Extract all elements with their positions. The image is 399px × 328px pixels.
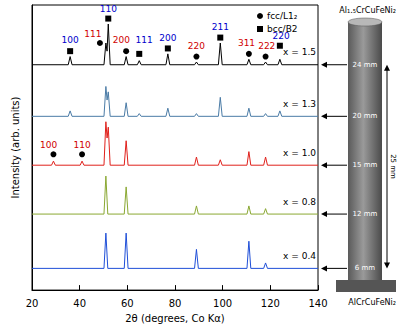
svg-text:200: 200 [113,35,130,45]
svg-text:2θ (degrees, Co Kα): 2θ (degrees, Co Kα) [125,313,225,324]
svg-text:20 mm: 20 mm [353,112,378,120]
svg-text:120: 120 [261,298,280,309]
svg-text:Al₁.₅CrCuFeNi₂: Al₁.₅CrCuFeNi₂ [339,6,396,15]
svg-text:100: 100 [213,298,232,309]
svg-text:110: 110 [73,140,90,150]
svg-text:60: 60 [121,298,134,309]
svg-text:40: 40 [73,298,86,309]
svg-text:200: 200 [159,33,176,43]
svg-text:x = 1.3: x = 1.3 [283,99,316,109]
svg-text:x = 0.4: x = 0.4 [283,251,316,261]
svg-text:222: 222 [258,41,275,51]
svg-text:100: 100 [40,140,57,150]
svg-text:12 mm: 12 mm [353,210,378,218]
svg-text:100: 100 [62,35,79,45]
svg-text:111: 111 [84,29,101,39]
svg-text:x = 0.8: x = 0.8 [283,197,316,207]
svg-text:x = 1.0: x = 1.0 [283,148,316,158]
svg-text:15 mm: 15 mm [353,161,378,169]
svg-text:311: 311 [238,38,255,48]
svg-text:220: 220 [272,31,290,42]
svg-text:x = 1.5: x = 1.5 [283,47,316,57]
svg-text:211: 211 [212,22,229,32]
svg-text:6 mm: 6 mm [355,264,375,272]
svg-text:fcc/L1₂: fcc/L1₂ [267,11,298,21]
svg-text:140: 140 [308,298,327,309]
svg-text:Intensity (arb. units): Intensity (arb. units) [10,96,21,198]
svg-text:220: 220 [188,41,205,51]
svg-text:20: 20 [26,298,39,309]
svg-text:80: 80 [169,298,182,309]
svg-text:111: 111 [135,35,152,45]
svg-text:25 mm: 25 mm [389,154,397,179]
svg-text:110: 110 [100,4,117,14]
svg-text:bcc/B2: bcc/B2 [267,24,298,34]
svg-text:24 mm: 24 mm [353,61,378,69]
svg-text:AlCrCuFeNi₂: AlCrCuFeNi₂ [348,298,396,307]
